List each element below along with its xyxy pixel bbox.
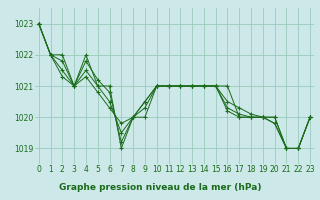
Text: Graphe pression niveau de la mer (hPa): Graphe pression niveau de la mer (hPa) bbox=[59, 182, 261, 192]
